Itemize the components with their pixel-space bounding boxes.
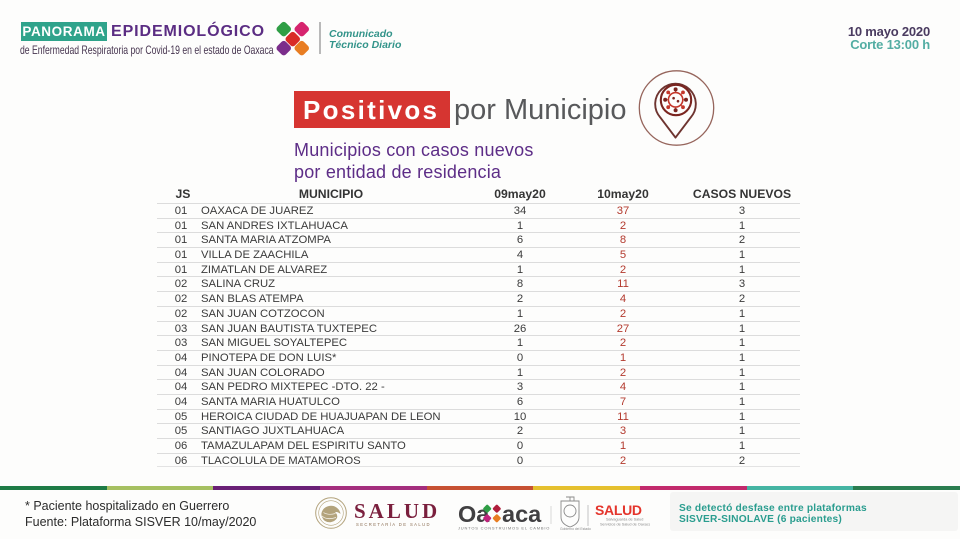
svg-text:Salvaguarda de Salud: Salvaguarda de Salud <box>606 518 643 522</box>
svg-text:aca: aca <box>502 501 542 527</box>
svg-text:SALUD: SALUD <box>354 499 440 523</box>
svg-text:JUNTOS CONSTRUIMOS EL CAMBIO: JUNTOS CONSTRUIMOS EL CAMBIO <box>458 526 550 531</box>
svg-text:SALUD: SALUD <box>595 502 642 518</box>
svg-text:Servicios de Salud de Oaxaca: Servicios de Salud de Oaxaca <box>600 523 650 527</box>
svg-text:SECRETARÍA DE SALUD: SECRETARÍA DE SALUD <box>356 522 431 527</box>
svg-text:Oa: Oa <box>458 501 490 527</box>
svg-text:Gobierno del Estado: Gobierno del Estado <box>560 527 591 531</box>
